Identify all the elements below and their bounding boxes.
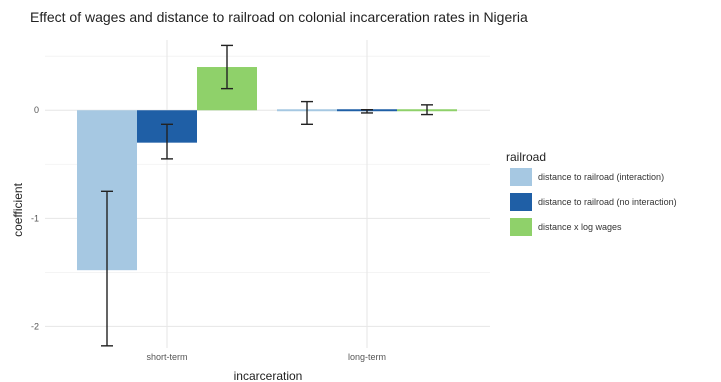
legend-swatch (510, 168, 532, 186)
legend-title: railroad (506, 150, 546, 164)
y-axis-title: coefficient (11, 182, 25, 236)
legend-swatch (510, 193, 532, 211)
y-tick-label: -1 (31, 213, 39, 223)
legend-item: distance x log wages (510, 218, 622, 236)
legend-swatch (510, 218, 532, 236)
legend-item: distance to railroad (interaction) (510, 168, 664, 186)
legend: railroad distance to railroad (interacti… (506, 150, 677, 236)
x-tick-label: long-term (348, 352, 386, 362)
error-bar-1-0 (161, 123, 173, 160)
chart-title: Effect of wages and distance to railroad… (30, 9, 528, 25)
y-tick-label: 0 (34, 105, 39, 115)
error-bars (101, 44, 433, 347)
x-tick-label: short-term (146, 352, 187, 362)
y-axis: -2 -1 0 (31, 105, 39, 331)
error-bar-0-1 (301, 100, 313, 125)
legend-item: distance to railroad (no interaction) (510, 193, 677, 211)
error-bar-1-1 (361, 109, 373, 114)
x-axis-title: incarceration (234, 369, 303, 382)
error-bar-0-0 (101, 190, 113, 347)
error-bar-2-1 (421, 104, 433, 116)
legend-label: distance to railroad (interaction) (538, 172, 664, 182)
legend-label: distance to railroad (no interaction) (538, 197, 677, 207)
y-tick-label: -2 (31, 321, 39, 331)
legend-label: distance x log wages (538, 222, 622, 232)
x-axis: short-term long-term (146, 352, 386, 362)
error-bar-2-0 (221, 44, 233, 90)
bars (77, 67, 457, 271)
